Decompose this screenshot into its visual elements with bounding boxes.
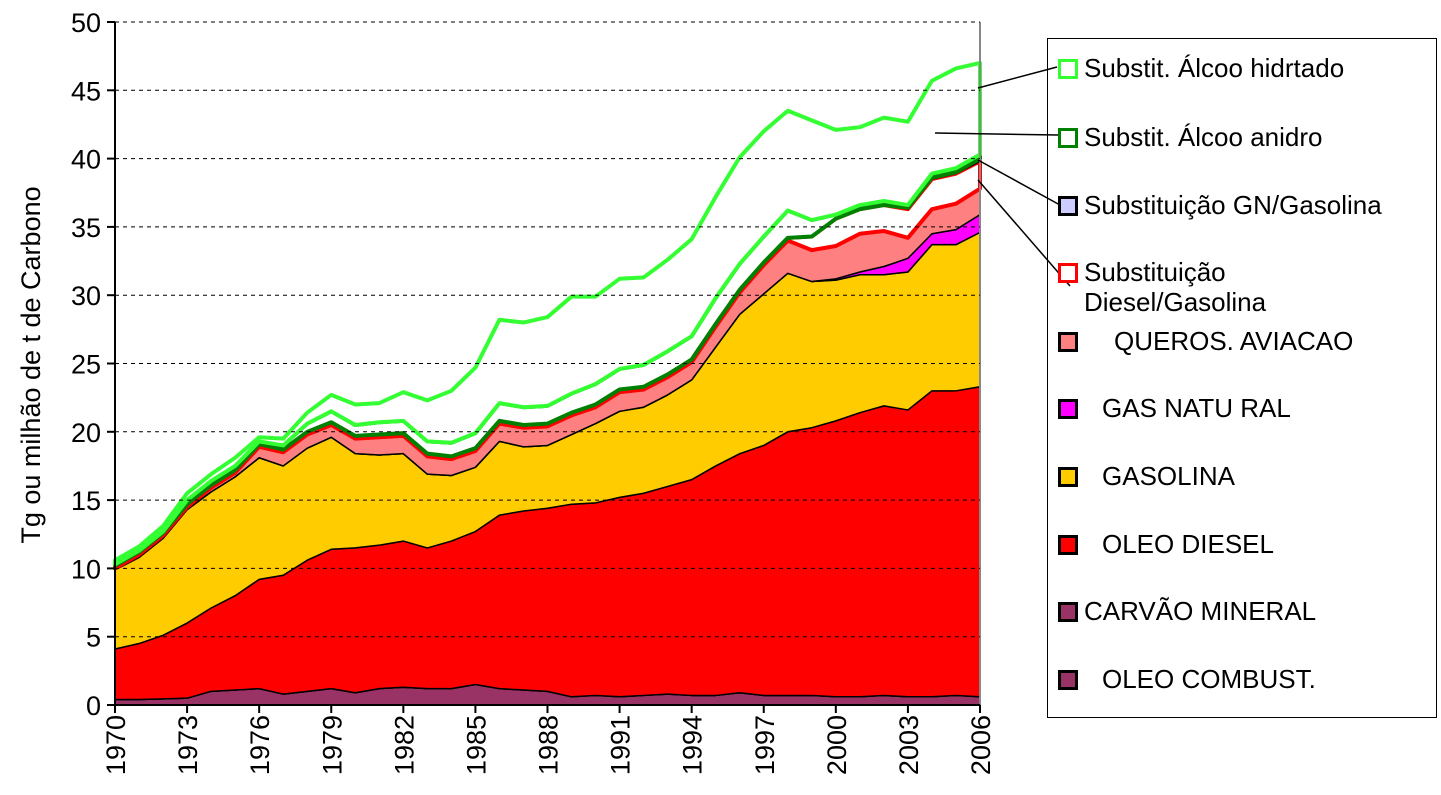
- legend-entry: CARVÃO MINERAL: [1058, 596, 1384, 626]
- x-tick-label: 1979: [317, 715, 347, 775]
- x-tick-label: 1997: [750, 715, 780, 775]
- x-tick-label: 1994: [678, 715, 708, 775]
- x-tick-label: 2003: [894, 715, 924, 775]
- legend-swatch: [1058, 263, 1078, 283]
- legend-label: Substit. Álcoo anidro: [1084, 122, 1323, 152]
- legend-entry: OLEO DIESEL: [1058, 529, 1384, 559]
- y-tick-label: 20: [71, 418, 101, 448]
- legend-entry: Substituição GN/Gasolina: [1058, 190, 1384, 220]
- x-tick-label: 1973: [173, 715, 203, 775]
- leader-line: [934, 132, 1059, 136]
- y-tick-label: 45: [71, 76, 101, 106]
- y-tick-label: 0: [86, 691, 101, 721]
- legend-swatch: [1058, 467, 1078, 487]
- leader-line: [977, 179, 1071, 287]
- legend-label: GASOLINA: [1102, 461, 1235, 491]
- legend-label: OLEO DIESEL: [1102, 529, 1274, 559]
- legend-swatch: [1058, 602, 1078, 622]
- y-tick-label: 5: [86, 623, 101, 653]
- legend-label: Substituição Diesel/Gasolina: [1084, 257, 1267, 317]
- y-tick-label: 10: [71, 554, 101, 584]
- y-tick-label: 25: [71, 350, 101, 380]
- x-tick-label: 1976: [245, 715, 275, 775]
- plot: [113, 60, 982, 706]
- y-tick-label: 35: [71, 213, 101, 243]
- y-axis-label: Tg ou milhão de t de Carbono: [16, 186, 46, 543]
- y-tick-label: 15: [71, 486, 101, 516]
- y-tick-label: 40: [71, 145, 101, 175]
- legend-label: Substituição GN/Gasolina: [1084, 190, 1382, 220]
- x-tick-label: 1970: [101, 715, 131, 775]
- leader-line: [977, 159, 1061, 206]
- x-tick-label: 2006: [966, 715, 996, 775]
- x-tick-label: 1991: [606, 715, 636, 775]
- legend-label: CARVÃO MINERAL: [1084, 596, 1317, 626]
- legend-label: QUEROS. AVIACAO: [1114, 326, 1354, 356]
- legend-entry: Substit. Álcoo hidrtado: [1058, 53, 1384, 83]
- legend-swatch: [1058, 535, 1078, 555]
- legend-entry: GAS NATU RAL: [1058, 393, 1384, 423]
- legend-entry: Substituição Diesel/Gasolina: [1058, 257, 1384, 317]
- legend-entry: OLEO COMBUST.: [1058, 664, 1384, 694]
- y-tick-label: 30: [71, 281, 101, 311]
- legend-swatch: [1058, 196, 1078, 216]
- legend-label: GAS NATU RAL: [1102, 393, 1291, 423]
- legend-entry: QUEROS. AVIACAO: [1058, 326, 1384, 356]
- legend-entry: GASOLINA: [1058, 461, 1384, 491]
- legend-label: Substit. Álcoo hidrtado: [1084, 53, 1345, 83]
- x-tick-label: 2000: [822, 715, 852, 775]
- legend-swatch: [1058, 128, 1078, 148]
- x-tick-label: 1985: [461, 715, 491, 775]
- x-tick-label: 1982: [389, 715, 419, 775]
- legend-label: OLEO COMBUST.: [1102, 664, 1316, 694]
- legend-swatch: [1058, 399, 1078, 419]
- legend-swatch: [1058, 59, 1078, 79]
- x-tick-label: 1988: [534, 715, 564, 775]
- y-tick-label: 50: [71, 8, 101, 38]
- legend-swatch: [1058, 670, 1078, 690]
- legend: Substit. Álcoo hidrtado Substit. Álcoo an…: [1047, 38, 1437, 718]
- leader-lines: [934, 66, 1071, 287]
- legend-entry: Substit. Álcoo anidro: [1058, 122, 1384, 152]
- leader-line: [977, 66, 1058, 89]
- legend-swatch: [1058, 332, 1078, 352]
